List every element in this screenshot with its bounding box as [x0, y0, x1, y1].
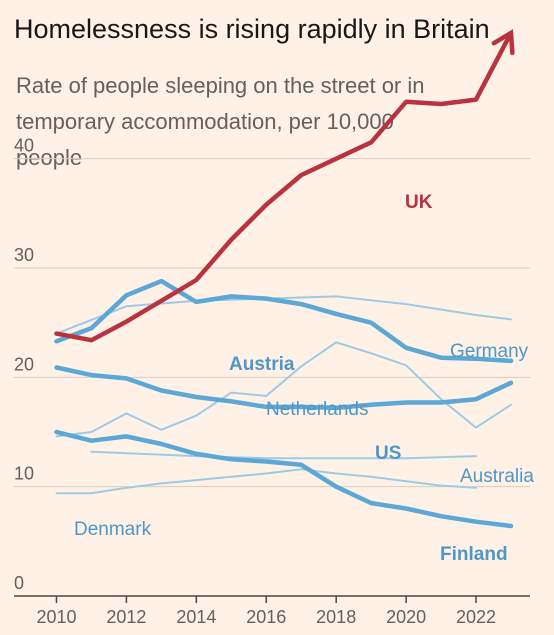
x-tick-label: 2022: [456, 607, 496, 627]
y-tick-label: 40: [14, 136, 34, 156]
series-line-netherlands: [55, 341, 512, 438]
chart-title: Homelessness is rising rapidly in Britai…: [14, 14, 490, 44]
series-line-us: [54, 365, 514, 411]
series-label-denmark: Denmark: [74, 519, 152, 540]
x-tick-label: 2016: [246, 607, 286, 627]
x-tick-label: 2014: [176, 607, 216, 627]
series-label-uk: UK: [405, 192, 433, 213]
x-tick-label: 2010: [36, 607, 76, 627]
series-line-finland: [54, 429, 514, 529]
uk-arrowhead: [491, 29, 515, 56]
series-line-australia: [90, 450, 477, 460]
series-label-germany: Germany: [450, 341, 529, 362]
series-label-finland: Finland: [440, 544, 508, 565]
y-tick-label: 20: [14, 354, 34, 374]
x-tick-label: 2018: [316, 607, 356, 627]
series-line-uk: [54, 30, 514, 343]
chart-subtitle: Rate of people sleeping on the street or…: [16, 73, 425, 170]
x-tick-label: 2020: [386, 607, 426, 627]
series-label-netherlands: Netherlands: [266, 399, 368, 420]
series-label-australia: Australia: [460, 466, 534, 487]
series-line-austria: [54, 278, 514, 364]
series-line-denmark: [55, 468, 477, 495]
x-tick-label: 2012: [106, 607, 146, 627]
series-label-austria: Austria: [229, 354, 295, 375]
y-tick-label: 0: [14, 573, 24, 593]
series-label-us: US: [375, 443, 401, 464]
series-line-germany: [55, 295, 512, 335]
y-tick-label: 30: [14, 245, 34, 265]
y-tick-label: 10: [14, 464, 34, 484]
